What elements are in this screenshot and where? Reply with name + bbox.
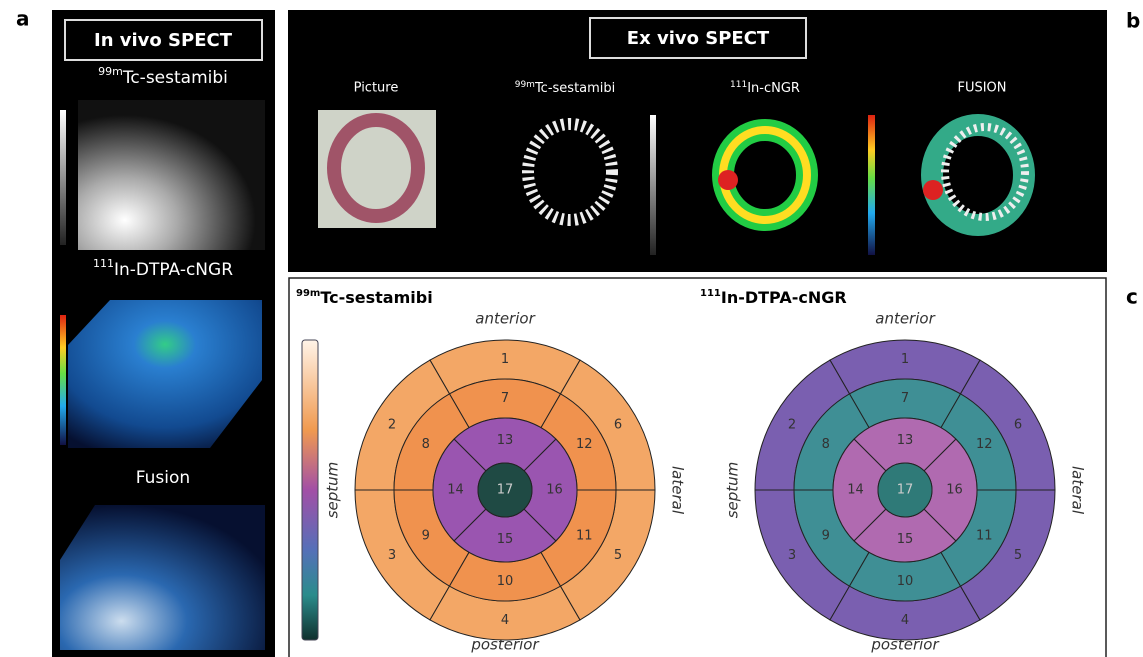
superscript: 99m (98, 65, 123, 78)
superscript: 99m (515, 80, 535, 90)
segment-label: 15 (497, 532, 514, 547)
map-title: 111In-DTPA-cNGR (700, 288, 847, 307)
direction-label: anterior (875, 310, 935, 328)
segment-label: 1 (901, 352, 909, 367)
image-label: FUSION (957, 81, 1006, 96)
segment-label: 2 (388, 417, 396, 432)
segment-label: 7 (901, 391, 909, 406)
segment-label: 12 (576, 437, 593, 452)
image (60, 505, 265, 650)
segment-label: 10 (497, 574, 514, 589)
segment-label: 11 (576, 528, 593, 543)
segment-label: 6 (614, 417, 622, 432)
figure: a b c In vivo SPECT 99mTc-sestamibi 111I… (0, 0, 1143, 657)
panel-label: b (1126, 9, 1140, 33)
segment-label: 4 (501, 613, 509, 628)
segment-label: 8 (422, 437, 430, 452)
segment-label: 16 (946, 483, 963, 498)
direction-label: septum (324, 462, 342, 519)
segment-label: 10 (897, 574, 914, 589)
label: In-cNGR (747, 81, 800, 96)
segment-label: 14 (847, 483, 864, 498)
segment-label: 7 (501, 391, 509, 406)
segment-label: 11 (976, 528, 993, 543)
segment-label: 4 (901, 613, 909, 628)
direction-label: lateral (669, 466, 687, 515)
label: Tc-sestamibi (122, 68, 228, 88)
superscript: 99m (296, 288, 320, 299)
segment-label: 12 (976, 437, 993, 452)
direction-label: lateral (1069, 466, 1087, 515)
image-label: Fusion (136, 468, 190, 488)
segment-label: 8 (822, 437, 830, 452)
direction-label: anterior (475, 310, 535, 328)
superscript: 111 (93, 257, 114, 270)
segment-label: 5 (614, 548, 622, 563)
panel-title: In vivo SPECT (94, 30, 233, 51)
segment-label: 14 (447, 483, 464, 498)
segment-label: 13 (897, 433, 914, 448)
segment-label: 9 (822, 528, 830, 543)
panel-title: Ex vivo SPECT (627, 28, 770, 49)
colorbar (60, 315, 66, 445)
segment-label: 5 (1014, 548, 1022, 563)
hotspot (718, 170, 738, 190)
segment-label: 3 (388, 548, 396, 563)
hotspot (923, 180, 943, 200)
label: In-DTPA-cNGR (114, 260, 233, 280)
segment-label: 13 (497, 433, 514, 448)
segment-label: 1 (501, 352, 509, 367)
panel-label: a (16, 7, 30, 31)
superscript: 111 (700, 288, 721, 299)
label: In-DTPA-cNGR (721, 288, 847, 307)
colorbar (302, 340, 318, 640)
segment-label: 6 (1014, 417, 1022, 432)
image (78, 100, 265, 250)
segment-label: 3 (788, 548, 796, 563)
image-label: Picture (354, 81, 399, 96)
colorbar (60, 110, 66, 245)
colorbar (868, 115, 875, 255)
label: Tc-sestamibi (320, 288, 432, 307)
image-label: 111In-DTPA-cNGR (93, 257, 233, 280)
segment-label: 9 (422, 528, 430, 543)
segment-label: 17 (497, 483, 514, 498)
direction-label: septum (724, 462, 742, 519)
segment-label: 16 (546, 483, 563, 498)
segment-label: 15 (897, 532, 914, 547)
colorbar (650, 115, 656, 255)
panel-label: c (1126, 285, 1138, 309)
superscript: 111 (730, 80, 747, 90)
segment-label: 17 (897, 483, 914, 498)
label: Tc-sestamibi (534, 81, 615, 96)
segment-label: 2 (788, 417, 796, 432)
